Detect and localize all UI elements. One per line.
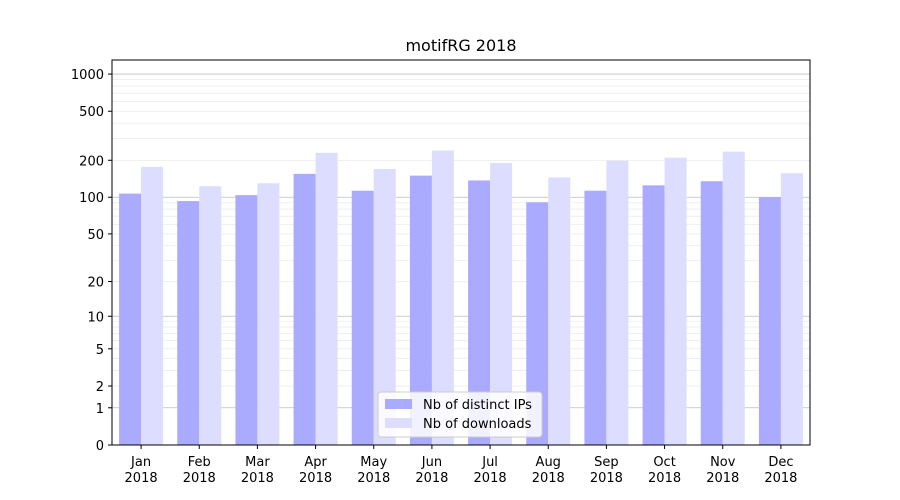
- x-tick-label: Dec 2018: [764, 455, 797, 486]
- bar-ips: [177, 201, 200, 445]
- x-tick-label: Oct 2018: [648, 455, 681, 486]
- x-axis: Jan 2018 Feb 2018 Mar 2018 Apr 2018 May 2018 Jun 20…: [125, 445, 797, 486]
- bar-ips: [119, 193, 142, 445]
- chart-title: motifRG 2018: [405, 36, 516, 55]
- bars: [119, 150, 803, 446]
- legend-swatch: [385, 418, 412, 428]
- plot-frame: [111, 59, 811, 446]
- legend-label: Nb of downloads: [423, 417, 532, 432]
- y-tick-label: 50: [87, 228, 104, 243]
- x-tick-label: Apr 2018: [299, 455, 332, 486]
- x-tick-label: Aug 2018: [532, 455, 565, 486]
- y-tick-label: 500: [79, 105, 104, 120]
- legend-swatch: [385, 399, 412, 409]
- bar-ips: [700, 181, 723, 445]
- bar-ips: [758, 197, 781, 445]
- x-tick-label: Sep 2018: [590, 455, 623, 486]
- y-tick-label: 1: [96, 402, 104, 417]
- bar-downloads: [257, 183, 280, 445]
- y-tick-label: 100: [79, 191, 104, 206]
- bar-downloads: [141, 166, 164, 446]
- x-tick-label: Jan 2018: [125, 455, 158, 486]
- x-tick-label: Jun 2018: [415, 455, 448, 486]
- x-tick-label: May 2018: [357, 455, 390, 486]
- bar-ips: [293, 173, 316, 445]
- bar-ips: [235, 195, 258, 445]
- x-tick-label: Jul 2018: [474, 455, 507, 486]
- bar-downloads: [431, 150, 454, 445]
- bar-downloads: [315, 152, 338, 445]
- x-tick-label: Mar 2018: [241, 455, 274, 486]
- legend-label: Nb of distinct IPs: [423, 398, 532, 413]
- y-tick-label: 0: [96, 439, 104, 454]
- bar-downloads: [548, 177, 571, 445]
- bar-downloads: [722, 151, 745, 445]
- bar-ips: [642, 185, 665, 446]
- y-tick-label: 5: [96, 343, 104, 358]
- y-tick-label: 1000: [71, 68, 104, 83]
- y-axis: 0 1 2 5 10 20 50 100 200 500 1000: [71, 68, 112, 454]
- bar-ips: [468, 180, 491, 446]
- bar-downloads: [373, 168, 396, 445]
- bar-downloads: [664, 157, 687, 445]
- y-tick-label: 20: [87, 276, 104, 291]
- bar-downloads: [490, 163, 513, 446]
- bar-ips: [584, 190, 607, 445]
- bar-downloads: [199, 186, 222, 445]
- y-tick-label: 2: [96, 380, 104, 395]
- bar-ips: [409, 175, 432, 446]
- y-tick-label: 200: [79, 154, 104, 169]
- legend-box: [377, 391, 543, 438]
- legend: Nb of distinct IPs Nb of downloads: [377, 391, 543, 438]
- bar-ips: [351, 190, 374, 445]
- bar-downloads: [606, 160, 629, 445]
- y-tick-label: 10: [87, 310, 104, 325]
- bar-ips: [526, 202, 549, 445]
- bar-downloads: [780, 173, 803, 445]
- x-tick-label: Nov 2018: [706, 455, 739, 486]
- x-tick-label: Feb 2018: [183, 455, 216, 486]
